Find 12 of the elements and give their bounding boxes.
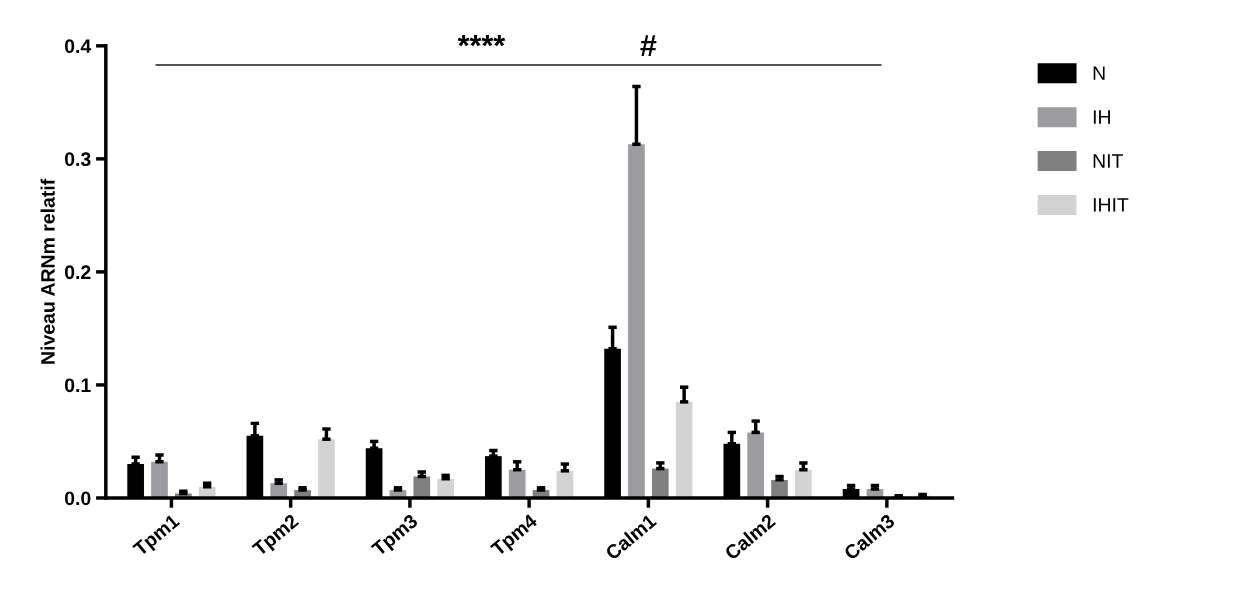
legend-label: NIT (1093, 154, 1123, 168)
y-tick-label: 0.1 (64, 378, 91, 393)
annotation: # (640, 35, 657, 56)
y-tick-label: 0.3 (64, 152, 91, 167)
y-axis-title: Niveau ARNm relatif (40, 178, 55, 364)
legend-label: IH (1093, 110, 1110, 124)
y-tick-label: 0.2 (64, 265, 91, 280)
y-tick-label: 0.4 (64, 39, 92, 54)
legend-label: N (1093, 66, 1105, 80)
legend-label: IHIT (1093, 198, 1129, 212)
annotation: **** (457, 34, 506, 47)
y-tick-label: 0.0 (64, 491, 91, 506)
